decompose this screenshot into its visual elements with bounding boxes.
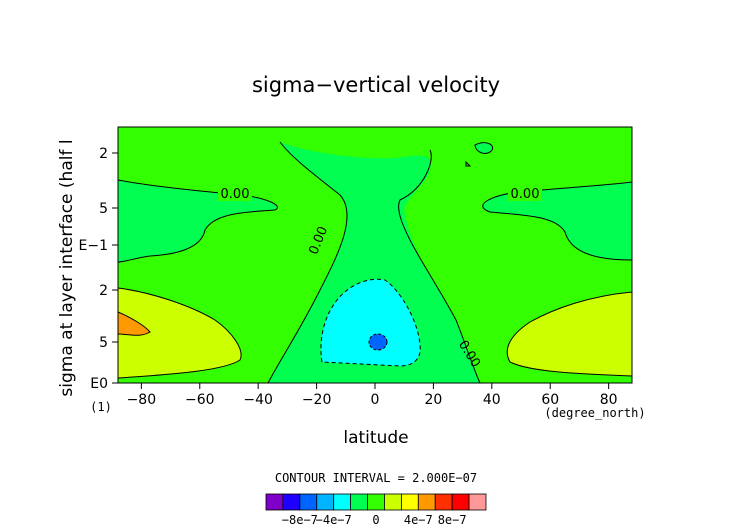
colorbar-swatch (434, 493, 453, 511)
colorbar-swatch (299, 493, 318, 511)
y-tick-label: 5 (99, 201, 108, 217)
contour-label-2: 0.00 (511, 187, 540, 202)
colorbar-labels: −8e−7−4e−7 0 4e−7 8e−7 (282, 513, 467, 527)
x-tick-label: −20 (302, 392, 332, 408)
region-central-zero (268, 142, 480, 383)
colorbar-label: 8e−7 (438, 513, 467, 527)
y-tick-label: 5 (99, 335, 108, 351)
contour-lines (118, 141, 632, 383)
y-axis: 2 5 E−1 2 5 E0 (79, 146, 118, 392)
x-tick-label: −40 (243, 392, 273, 408)
contour-left-strong (118, 311, 151, 336)
colorbar-swatch (316, 493, 335, 511)
x-tick-label: −60 (185, 392, 215, 408)
contour-label-bg-2 (508, 186, 542, 201)
colorbar-label: −4e−7 (316, 513, 352, 527)
y-tick-label: 2 (99, 283, 108, 299)
region-central-strong-negative (369, 334, 387, 350)
colorbar-label: −8e−7 (282, 513, 318, 527)
x-unit-label: (degree_north) (544, 406, 645, 420)
y-tick-label: 2 (99, 146, 108, 162)
contour-label-0: 0.00 (221, 187, 250, 202)
x-axis: −80 −60 −40 −20 0 20 40 60 80 (127, 383, 618, 408)
contour-label-bg-0 (218, 186, 252, 201)
colorbar-swatch (350, 493, 368, 511)
contour-central-right (398, 149, 481, 383)
region-right-upper-zero (482, 182, 632, 260)
contour-central-left (267, 141, 348, 383)
colorbar-swatch (367, 493, 385, 511)
region-top-right-zero (475, 142, 493, 154)
colorbar-swatch (333, 493, 352, 511)
contour-right-positive (506, 291, 632, 377)
colorbar-swatch (265, 493, 284, 511)
region-central-negative (320, 279, 421, 366)
colorbar-swatch (417, 493, 436, 511)
colorbar-label: 4e−7 (404, 513, 433, 527)
colorbar-swatch (400, 493, 419, 511)
x-tick-label: 20 (424, 392, 442, 408)
colorbar-swatch (282, 493, 301, 511)
contour-central-negative (320, 278, 421, 367)
x-tick-label: 80 (600, 392, 618, 408)
region-left-strong-positive (118, 312, 150, 336)
contour-small-mark (465, 160, 472, 167)
contour-left-positive (118, 287, 242, 379)
x-tick-label: 40 (483, 392, 501, 408)
contour-central-strong-negative (368, 333, 388, 351)
chart-title: sigma−vertical velocity (252, 73, 500, 97)
contour-right-upper (482, 181, 632, 261)
y-extra-label: (1) (90, 400, 112, 414)
colorbar (265, 493, 487, 511)
colorbar-swatch (451, 493, 470, 511)
plot-area: 0.00 0.00 0.00 0.00 (118, 127, 632, 383)
x-tick-label: 60 (541, 392, 559, 408)
y-tick-label: E−1 (79, 238, 108, 254)
colorbar-swatch (468, 493, 487, 511)
colorbar-swatch (384, 493, 402, 511)
x-tick-label: 0 (371, 392, 380, 408)
contour-top-right-loop (474, 142, 494, 154)
contour-interval-text: CONTOUR INTERVAL = 2.000E−07 (275, 471, 477, 485)
region-right-positive (507, 292, 632, 376)
colorbar-label: 0 (372, 513, 379, 527)
x-axis-label: latitude (343, 428, 408, 448)
region-left-positive (118, 288, 242, 378)
x-tick-label: −80 (127, 392, 157, 408)
y-axis-label: sigma at layer interface (half l (57, 139, 77, 396)
contour-left-upper (118, 179, 278, 263)
y-tick-label: E0 (90, 376, 108, 392)
